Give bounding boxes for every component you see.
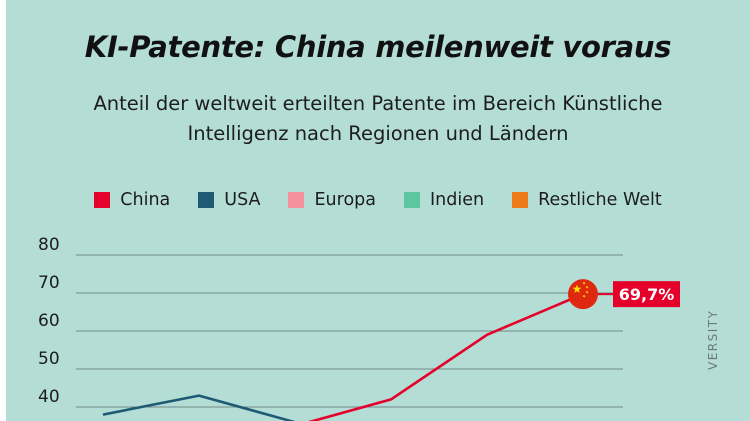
legend-item-restliche-welt: Restliche Welt <box>512 190 662 210</box>
chart-subtitle-line-2: Intelligenz nach Regionen und Ländern <box>187 122 569 145</box>
flag-star <box>582 294 586 298</box>
series-line-usa <box>102 394 296 421</box>
legend-item-indien: Indien <box>403 190 485 210</box>
flag-star <box>582 281 586 285</box>
source-credit: VERSITY <box>706 309 720 370</box>
y-tick-label: 60 <box>38 311 60 331</box>
legend-item-china: China <box>94 190 170 210</box>
y-tick-label: 70 <box>38 273 60 293</box>
legend-label: China <box>120 190 171 210</box>
y-tick-label: 80 <box>38 235 60 255</box>
legend-swatch <box>94 192 111 208</box>
legend-swatch <box>288 192 305 208</box>
line-chart: 80 70 60 50 40 69,7% <box>38 235 680 421</box>
chart-legend: China USA Europa Indien Restliche Welt <box>6 190 750 210</box>
y-tick-label: 50 <box>38 349 60 369</box>
chart-title: KI-Patente: China meilenweit voraus <box>84 30 672 64</box>
callout-label: 69,7% <box>619 285 675 304</box>
legend-label: Indien <box>429 190 485 210</box>
legend-swatch <box>403 192 420 208</box>
legend-label: Europa <box>314 190 376 210</box>
callout-box <box>613 281 680 308</box>
chart-subtitle-line-1: Anteil der weltweit erteilten Patente im… <box>93 92 663 115</box>
flag-star <box>585 290 589 294</box>
chart-frame: KI-Patente: China meilenweit voraus Ante… <box>6 0 750 421</box>
flag-disc <box>568 279 598 310</box>
legend-swatch <box>512 192 529 208</box>
legend-label: Restliche Welt <box>538 190 662 210</box>
y-tick-label: 40 <box>38 387 60 407</box>
chart-subtitle: Anteil der weltweit erteilten Patente im… <box>6 89 750 149</box>
series-line-china <box>308 292 584 421</box>
flag-star <box>572 284 582 293</box>
legend-swatch <box>198 192 215 208</box>
legend-item-europa: Europa <box>288 190 376 210</box>
legend-label: USA <box>224 190 261 210</box>
china-flag-icon <box>568 279 598 310</box>
flag-star <box>585 285 589 289</box>
legend-item-usa: USA <box>198 190 260 210</box>
